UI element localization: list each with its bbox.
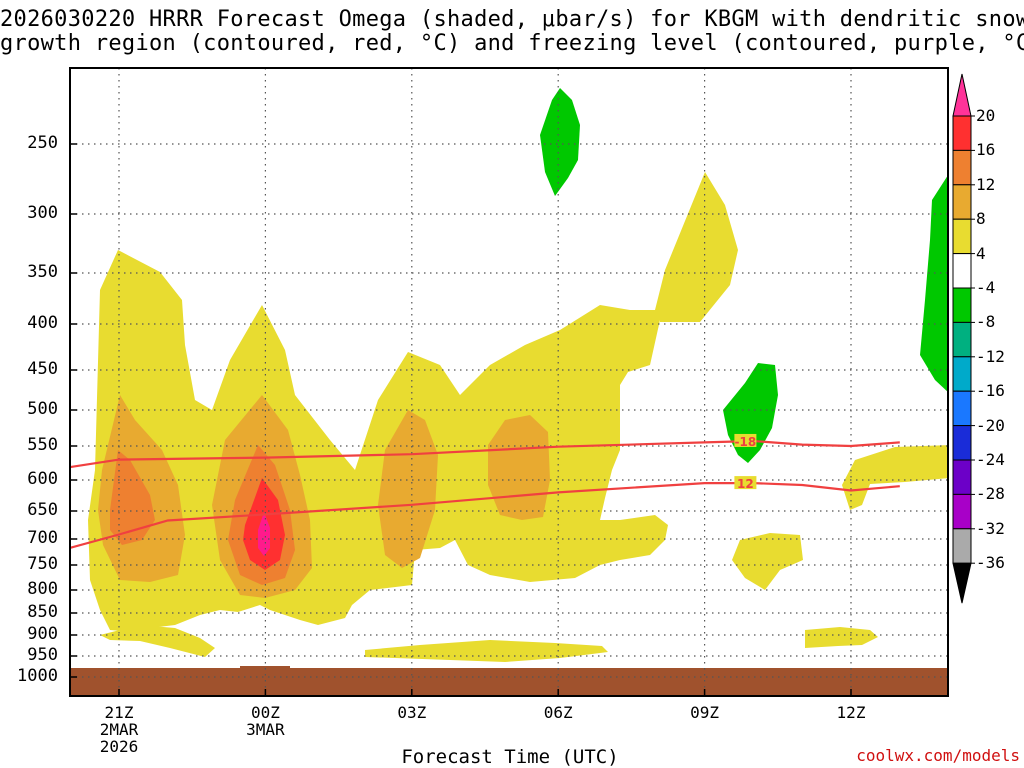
y-tick-label-950: 950 bbox=[27, 645, 58, 665]
omega-region-magenta bbox=[258, 512, 270, 556]
y-tick-label-1000: 1000 bbox=[17, 666, 58, 686]
colorbar-label: -32 bbox=[976, 518, 1005, 538]
y-tick-label-500: 500 bbox=[27, 399, 58, 419]
chart-title-line-2: growth region (contoured, red, °C) and f… bbox=[0, 31, 1024, 56]
isotherm-label-bg bbox=[734, 433, 757, 447]
colorbar-label: -24 bbox=[976, 450, 1005, 469]
plot-frame bbox=[69, 67, 949, 697]
x-tick-date: 3MAR bbox=[246, 720, 285, 739]
colorbar-segment bbox=[952, 115, 972, 151]
chart-title-line-1: 2026030220 HRRR Forecast Omega (shaded, … bbox=[0, 7, 1024, 32]
credit-link[interactable]: coolwx.com/models bbox=[856, 746, 1020, 765]
x-tick-label-21Z: 21Z 2MAR 2026 bbox=[79, 704, 159, 755]
colorbar-segment bbox=[952, 218, 972, 255]
isotherm-line-minus12 bbox=[70, 482, 900, 549]
colorbar-bottom-arrow bbox=[952, 562, 972, 604]
colorbar-segment bbox=[952, 493, 972, 530]
colorbar-label: 8 bbox=[976, 209, 986, 229]
y-tick-label-350: 350 bbox=[27, 262, 58, 282]
y-tick-label-700: 700 bbox=[27, 528, 58, 548]
colorbar-top-arrow bbox=[952, 73, 972, 117]
y-tick-label-650: 650 bbox=[27, 500, 58, 520]
colorbar-label: 4 bbox=[976, 243, 986, 263]
isotherm-label: 12 bbox=[737, 477, 754, 491]
y-tick-label-850: 850 bbox=[27, 602, 58, 622]
x-tick-time: 12Z bbox=[836, 703, 866, 722]
omega-region-yellow-bottom bbox=[100, 625, 215, 657]
omega-region-orange-3 bbox=[378, 410, 438, 568]
x-tick-label-09Z: 09Z bbox=[665, 704, 745, 721]
y-tick-label-450: 450 bbox=[27, 359, 58, 379]
y-tick-label-400: 400 bbox=[27, 313, 58, 333]
x-tick-year: 2026 bbox=[99, 737, 139, 756]
x-tick-date: 2MAR bbox=[99, 720, 139, 739]
y-tick-label-900: 900 bbox=[27, 624, 58, 644]
colorbar-label: -16 bbox=[976, 381, 1005, 401]
omega-region-yellow-right3 bbox=[805, 627, 878, 648]
colorbar-label: -4 bbox=[976, 278, 996, 297]
isotherm-label-bg bbox=[734, 476, 757, 490]
x-tick-time: 03Z bbox=[397, 703, 427, 722]
colorbar-label: 16 bbox=[976, 140, 996, 160]
colorbar-segment bbox=[952, 425, 972, 461]
x-tick-label-12Z: 12Z bbox=[811, 704, 891, 721]
x-tick-time: 06Z bbox=[543, 703, 573, 722]
colorbar-segment bbox=[952, 459, 972, 495]
x-axis-title: Forecast Time (UTC) bbox=[401, 746, 619, 768]
x-tick-time: 00Z bbox=[250, 703, 280, 722]
colorbar-label: -12 bbox=[976, 346, 1005, 366]
omega-region-darkorange-1 bbox=[110, 450, 155, 545]
colorbar-segment bbox=[952, 356, 972, 392]
colorbar-label: -28 bbox=[976, 484, 1005, 504]
y-tick-label-250: 250 bbox=[27, 133, 58, 153]
colorbar-segment bbox=[952, 149, 972, 186]
colorbar-segment bbox=[952, 528, 972, 564]
colorbar-label: -8 bbox=[976, 312, 996, 332]
ground-surface bbox=[70, 668, 948, 696]
colorbar-segment bbox=[952, 184, 972, 220]
omega-region-green-1 bbox=[540, 88, 580, 196]
colorbar-segment bbox=[952, 390, 972, 427]
x-tick-time: 09Z bbox=[690, 703, 720, 722]
colorbar-label: -20 bbox=[976, 415, 1005, 435]
y-tick-label-750: 750 bbox=[27, 554, 58, 574]
colorbar-segment bbox=[952, 321, 972, 358]
colorbar-segment bbox=[952, 287, 972, 323]
colorbar-label: 12 bbox=[976, 174, 996, 194]
x-tick-time: 21Z bbox=[104, 703, 134, 722]
colorbar-segment bbox=[952, 253, 972, 289]
omega-region-green-3 bbox=[920, 175, 948, 393]
isotherm-label: -18 bbox=[735, 435, 757, 449]
colorbar-label: -36 bbox=[976, 553, 1005, 573]
omega-region-yellow-right1 bbox=[842, 445, 948, 510]
omega-region-yellow-main bbox=[88, 172, 738, 632]
x-tick-label-06Z: 06Z bbox=[518, 704, 598, 721]
omega-region-yellow-low bbox=[365, 640, 608, 662]
x-tick-label-03Z: 03Z bbox=[372, 704, 452, 721]
y-tick-label-800: 800 bbox=[27, 579, 58, 599]
y-tick-label-600: 600 bbox=[27, 469, 58, 489]
y-tick-label-550: 550 bbox=[27, 435, 58, 455]
omega-region-yellow-right2 bbox=[732, 533, 803, 590]
isotherm-line-minus18 bbox=[70, 439, 900, 469]
colorbar-label: 20 bbox=[976, 106, 996, 125]
x-tick-label-00Z: 00Z 3MAR bbox=[225, 704, 305, 738]
y-tick-label-300: 300 bbox=[27, 203, 58, 223]
